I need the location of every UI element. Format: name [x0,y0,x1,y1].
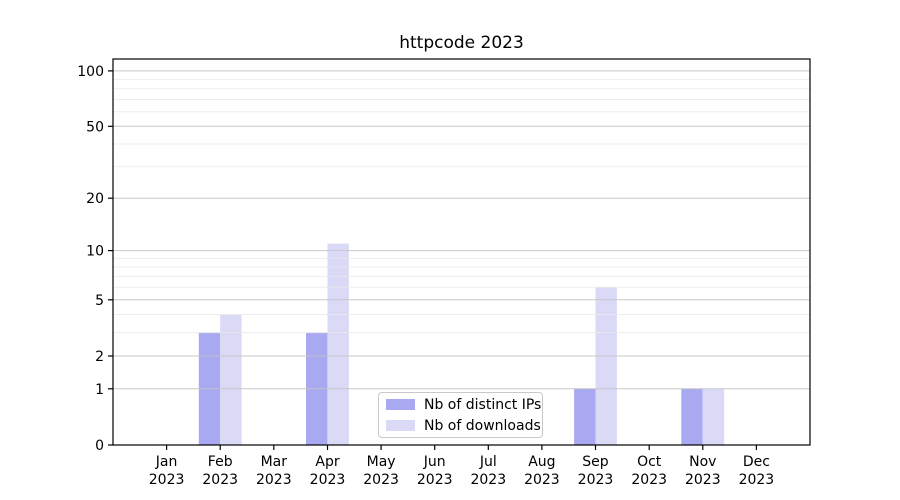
x-tick-label-month: Nov [689,454,716,470]
x-tick-label-year: 2023 [310,472,346,488]
y-tick-label: 100 [77,64,104,80]
x-tick-label-year: 2023 [363,472,399,488]
x-tick-label-month: May [367,454,396,470]
legend-item-distinct-ips: Nb of distinct IPs [386,396,542,414]
x-tick-label-month: Aug [528,454,555,470]
x-tick-label-year: 2023 [739,472,775,488]
x-tick-label-year: 2023 [631,472,667,488]
y-tick-label: 20 [86,191,104,207]
x-tick-label-month: Sep [582,454,609,470]
y-tick-label: 50 [86,119,104,135]
y-tick-label: 5 [95,293,104,309]
x-tick-label-month: Apr [315,454,339,470]
legend-label-downloads: Nb of downloads [424,417,541,434]
chart-title: httpcode 2023 [399,33,524,53]
x-tick-label-month: Jan [155,454,178,470]
y-tick-label: 0 [95,438,104,454]
bar-nb-of-downloads-nov [702,388,725,445]
x-tick-label-month: Jun [423,454,446,470]
x-tick-label-year: 2023 [202,472,238,488]
x-tick-label-month: Mar [261,454,288,470]
x-tick-label-month: Oct [637,454,662,470]
x-tick-label-year: 2023 [417,472,453,488]
x-tick-label-year: 2023 [524,472,560,488]
legend: Nb of distinct IPs Nb of downloads [378,392,543,438]
y-tick-label: 1 [95,382,104,398]
legend-swatch-downloads [386,420,415,431]
y-tick-label: 2 [95,349,104,365]
x-tick-label-month: Jul [479,454,497,470]
bar-nb-of-downloads-feb [220,314,242,445]
bar-nb-of-downloads-sep [595,287,617,445]
x-tick-label-year: 2023 [578,472,614,488]
x-tick-label-year: 2023 [149,472,185,488]
x-tick-label-year: 2023 [685,472,721,488]
bar-nb-of-downloads-apr [327,243,349,445]
x-tick-label-year: 2023 [470,472,506,488]
x-tick-label-month: Feb [208,454,233,470]
x-tick-label-year: 2023 [256,472,292,488]
plot-border [112,58,811,446]
y-tick-label: 10 [86,244,104,260]
legend-label-distinct-ips: Nb of distinct IPs [424,396,542,413]
legend-item-downloads: Nb of downloads [386,417,542,435]
bar-nb-of-distinct-ips-sep [574,388,596,445]
x-tick-label-month: Dec [743,454,770,470]
legend-swatch-distinct-ips [386,399,415,410]
bar-nb-of-distinct-ips-nov [681,388,703,445]
